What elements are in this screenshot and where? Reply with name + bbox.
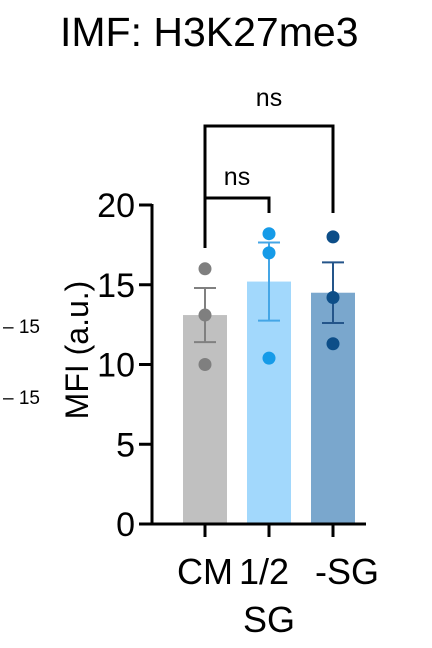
data-point-0-0	[198, 262, 212, 276]
data-point-2-2	[326, 337, 340, 351]
bar-0	[183, 315, 227, 524]
side-label-top: – 15	[3, 317, 40, 338]
data-point-1-1	[262, 246, 276, 260]
y-tick-label-0: 0	[116, 506, 135, 544]
y-tick-label-3: 15	[97, 267, 135, 305]
x-tick-label-half-sg: 1/2 SG	[239, 551, 299, 640]
chart-title: IMF: H3K27me3	[60, 9, 359, 55]
significance-label-1: ns	[256, 84, 282, 112]
significance-label-0: ns	[224, 163, 250, 191]
data-point-2-1	[326, 291, 340, 305]
y-tick-label-4: 20	[97, 187, 135, 225]
bar-2	[311, 292, 355, 524]
plot-area: 0 5 10 15 20 ns ns	[97, 84, 366, 544]
x-tick-label-cm: CM	[177, 551, 233, 592]
y-axis-label: MFI (a.u.)	[59, 281, 95, 420]
data-point-2-0	[326, 230, 340, 244]
y-tick-label-2: 10	[97, 347, 135, 385]
x-tick-label-minus-sg: -SG	[315, 551, 379, 592]
significance-bracket-1	[203, 124, 335, 248]
side-label-bottom: – 15	[3, 388, 40, 409]
data-point-0-2	[198, 358, 212, 371]
significance-bracket-0	[203, 196, 271, 248]
y-tick-label-1: 5	[116, 426, 135, 464]
data-point-1-2	[262, 351, 276, 365]
x-tick-labels: CM 1/2 SG -SG	[177, 551, 379, 640]
data-point-0-1	[198, 308, 212, 322]
bar-1	[247, 281, 291, 524]
data-point-1-0	[262, 227, 276, 241]
